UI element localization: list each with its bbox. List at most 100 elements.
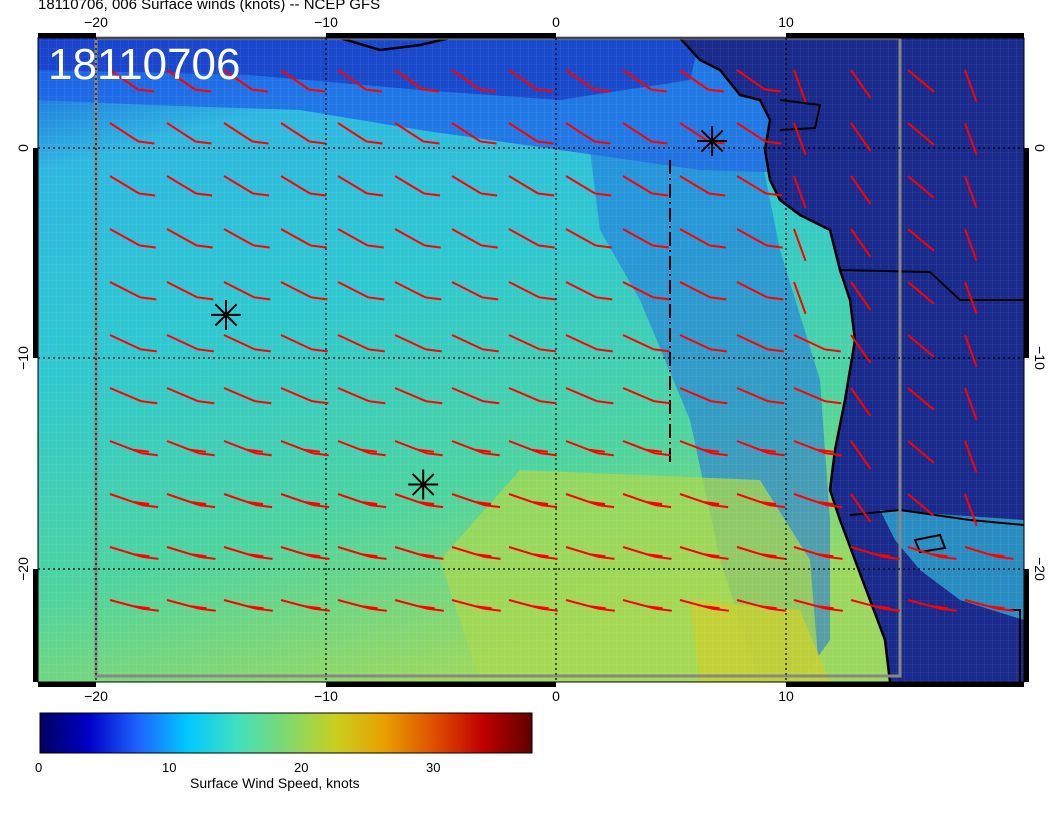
wind-barb — [223, 228, 270, 249]
wind-barb — [223, 493, 273, 509]
wind-barb — [394, 228, 441, 249]
wind-barb — [679, 281, 727, 301]
storm-marker-icon — [408, 469, 439, 500]
bottom-tick-labels: −20 −10 0 10 — [84, 688, 794, 704]
wind-barb — [964, 281, 978, 315]
wind-barb — [850, 493, 872, 523]
wind-barb — [679, 440, 728, 457]
wind-barb — [565, 122, 611, 145]
colorbar-tick: 20 — [294, 760, 309, 775]
wind-barb — [736, 546, 786, 560]
wind-barb — [337, 69, 383, 93]
map-panel — [37, 36, 1025, 683]
wind-barb — [223, 387, 272, 405]
wind-barb — [793, 122, 807, 156]
wind-barb — [736, 440, 785, 457]
wind-barb — [736, 122, 782, 145]
wind-barb — [394, 281, 442, 301]
wind-barb — [907, 334, 935, 358]
top-tick: 10 — [778, 14, 794, 30]
wind-barb — [109, 122, 155, 145]
wind-barb — [109, 281, 157, 301]
wind-barb — [793, 69, 807, 103]
wind-barb — [223, 175, 270, 197]
wind-barb — [565, 228, 612, 249]
wind-barb — [565, 493, 615, 509]
wind-barb — [964, 493, 978, 527]
coastline — [679, 37, 892, 683]
colorbar — [39, 712, 533, 754]
wind-barb — [451, 228, 498, 249]
wind-barb — [964, 334, 978, 368]
wind-barb — [337, 281, 385, 301]
top-tick: −20 — [84, 14, 108, 30]
wind-barb — [508, 546, 558, 560]
wind-barb — [337, 175, 384, 197]
wind-barb — [508, 175, 555, 197]
storm-marker-icon — [211, 299, 241, 330]
wind-barb — [166, 599, 216, 612]
wind-barb — [109, 228, 156, 249]
wind-barb — [166, 546, 216, 560]
wind-barb — [622, 334, 670, 353]
wind-barb — [280, 493, 330, 509]
wind-barb — [394, 69, 440, 93]
wind-barb — [223, 599, 273, 612]
wind-barb — [565, 599, 615, 612]
wind-barb — [337, 122, 383, 145]
wind-barb — [451, 546, 501, 560]
wind-barb — [451, 334, 499, 353]
bottom-tick: −20 — [84, 688, 108, 704]
wind-barb — [565, 440, 614, 457]
lake-outline — [913, 533, 947, 554]
wind-barb — [280, 175, 327, 197]
wind-barb — [337, 546, 387, 560]
wind-barb — [337, 334, 385, 353]
graticule — [38, 38, 1024, 682]
wind-barb — [166, 122, 212, 145]
bottom-tick: 10 — [778, 688, 794, 704]
wind-barb — [451, 599, 501, 612]
wind-barb — [451, 122, 497, 145]
wind-barb — [679, 228, 726, 249]
wind-barb — [679, 69, 725, 93]
wind-barb — [565, 334, 613, 353]
wind-barb — [223, 440, 272, 457]
wind-barb — [451, 69, 497, 93]
wind-barb — [622, 440, 671, 457]
wind-barb — [679, 334, 727, 353]
wind-barb — [166, 334, 214, 353]
wind-barbs — [109, 69, 1014, 612]
colorbar-label: Surface Wind Speed, knots — [190, 775, 360, 791]
wind-barb — [793, 493, 843, 509]
wind-barb — [850, 281, 872, 311]
wind-barb — [907, 228, 935, 252]
wind-barb — [907, 175, 935, 199]
wind-barb — [508, 440, 557, 457]
wind-barb — [565, 546, 615, 560]
map-title: 18110706, 006 Surface winds (knots) -- N… — [38, 0, 381, 13]
wind-barb — [679, 546, 729, 560]
wind-barb — [109, 387, 158, 405]
wind-barb — [850, 69, 872, 99]
wind-barb — [280, 334, 328, 353]
wind-barb — [679, 175, 726, 197]
colorbar-tick: 0 — [35, 760, 43, 775]
wind-barb — [280, 440, 329, 457]
wind-barb — [907, 387, 935, 411]
wind-barb — [622, 122, 668, 145]
wind-barb — [964, 122, 978, 156]
wind-barb — [565, 69, 611, 93]
wind-barb — [223, 281, 271, 301]
wind-barb — [109, 334, 157, 353]
wind-barb — [451, 387, 500, 405]
wind-barb — [166, 175, 213, 197]
country-border — [849, 508, 1025, 526]
bottom-tick: −10 — [314, 688, 338, 704]
wind-barb — [622, 599, 672, 612]
wind-barb — [850, 387, 872, 417]
wind-barb — [793, 175, 807, 209]
wind-barb — [793, 440, 842, 457]
wind-barb — [793, 228, 807, 262]
wind-barb — [223, 122, 269, 145]
